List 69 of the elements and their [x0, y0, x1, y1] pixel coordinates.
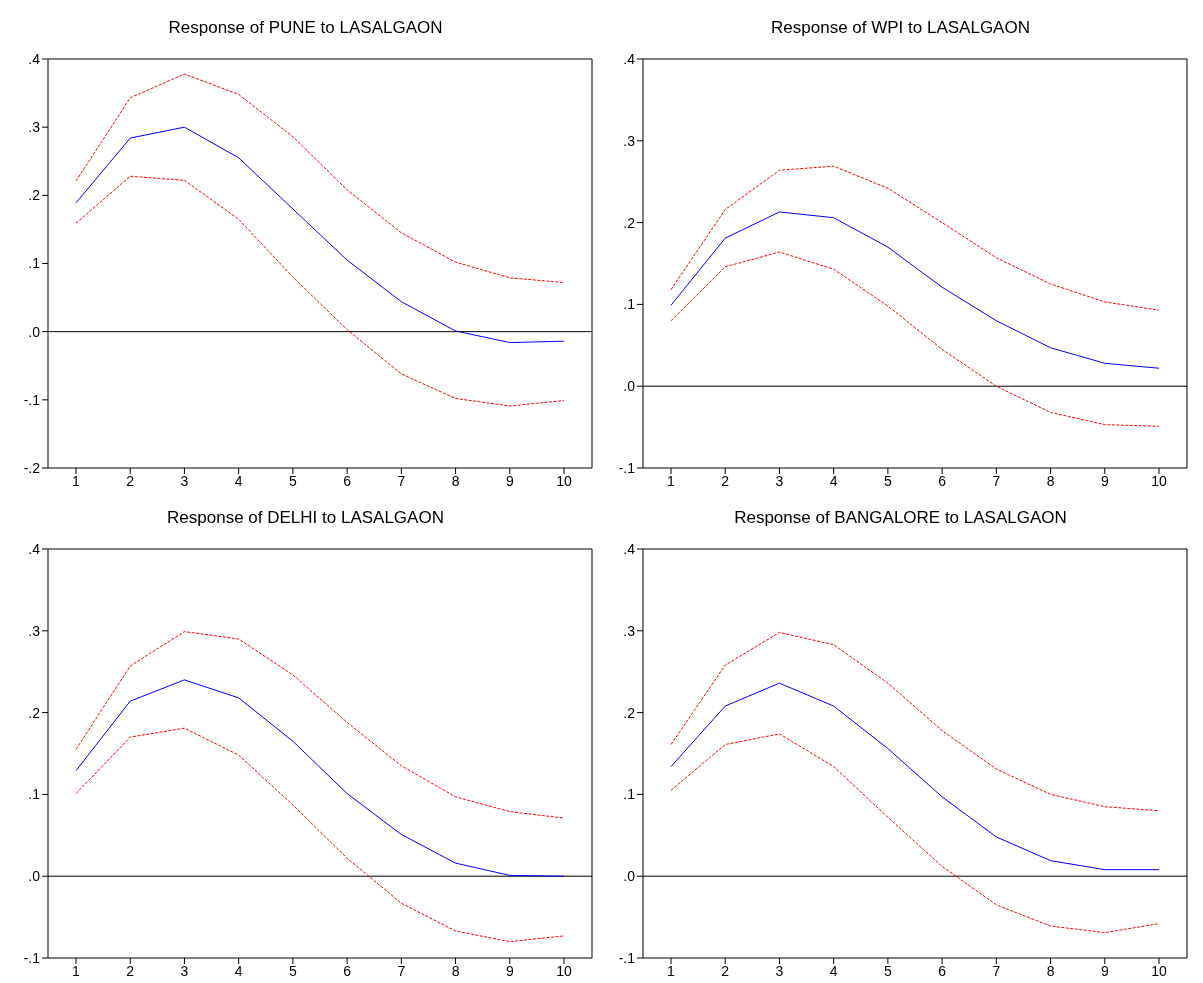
- chart-title: Response of PUNE to LASALGAON: [167, 17, 444, 39]
- x-tick-label: 10: [1151, 962, 1167, 979]
- x-tick-label: 4: [829, 962, 838, 979]
- x-tick-label: 2: [721, 962, 730, 979]
- y-tick-label: .3: [28, 622, 41, 639]
- x-tick-label: 1: [72, 472, 81, 489]
- x-tick-label: 1: [72, 962, 81, 979]
- chart-title: Response of DELHI to LASALGAON: [166, 507, 445, 529]
- x-tick-label: 2: [126, 472, 135, 489]
- y-tick-label: .3: [623, 132, 636, 149]
- x-tick-label: 8: [1046, 962, 1055, 979]
- x-tick-label: 6: [343, 472, 352, 489]
- x-tick-label: 5: [288, 472, 297, 489]
- x-tick-label: 9: [505, 962, 514, 979]
- y-tick-label: .0: [623, 868, 636, 885]
- y-tick-label: .4: [28, 50, 41, 67]
- x-tick-label: 10: [556, 962, 572, 979]
- y-tick-label: .0: [623, 378, 636, 395]
- y-tick-label: .3: [623, 622, 636, 639]
- chart-title: Response of BANGALORE to LASALGAON: [733, 507, 1068, 529]
- x-tick-label: 4: [234, 962, 243, 979]
- x-tick-label: 4: [829, 472, 838, 489]
- x-tick-label: 6: [343, 962, 352, 979]
- y-tick-label: .2: [28, 187, 41, 204]
- x-tick-label: 10: [556, 472, 572, 489]
- y-tick-label: .4: [623, 540, 636, 557]
- chart-title: Response of WPI to LASALGAON: [770, 17, 1031, 39]
- y-tick-label: .2: [623, 704, 636, 721]
- x-tick-label: 8: [451, 962, 460, 979]
- x-tick-label: 9: [505, 472, 514, 489]
- x-tick-label: 3: [775, 472, 784, 489]
- x-tick-label: 3: [775, 962, 784, 979]
- x-tick-label: 8: [451, 472, 460, 489]
- y-tick-label: -.1: [23, 391, 41, 408]
- x-tick-label: 8: [1046, 472, 1055, 489]
- x-tick-label: 9: [1100, 472, 1109, 489]
- y-tick-label: .1: [28, 786, 41, 803]
- x-tick-label: 5: [883, 472, 892, 489]
- x-tick-label: 7: [397, 472, 406, 489]
- y-tick-label: .0: [28, 868, 41, 885]
- x-tick-label: 3: [180, 962, 189, 979]
- x-tick-label: 6: [938, 962, 947, 979]
- y-tick-label: -.1: [618, 949, 636, 966]
- y-tick-label: -.1: [618, 459, 636, 476]
- x-tick-label: 1: [667, 472, 676, 489]
- y-tick-label: .0: [28, 323, 41, 340]
- x-tick-label: 3: [180, 472, 189, 489]
- x-tick-label: 7: [992, 962, 1001, 979]
- y-tick-label: .2: [623, 214, 636, 231]
- x-tick-label: 5: [288, 962, 297, 979]
- x-tick-label: 5: [883, 962, 892, 979]
- x-tick-label: 7: [992, 472, 1001, 489]
- y-tick-label: .4: [623, 50, 636, 67]
- x-tick-label: 10: [1151, 472, 1167, 489]
- y-tick-label: .3: [28, 119, 41, 136]
- x-tick-label: 1: [667, 962, 676, 979]
- y-tick-label: .2: [28, 704, 41, 721]
- x-tick-label: 2: [721, 472, 730, 489]
- x-tick-label: 9: [1100, 962, 1109, 979]
- x-tick-label: 6: [938, 472, 947, 489]
- x-tick-label: 4: [234, 472, 243, 489]
- y-tick-label: .4: [28, 540, 41, 557]
- x-tick-label: 2: [126, 962, 135, 979]
- x-tick-label: 7: [397, 962, 406, 979]
- y-tick-label: -.1: [23, 949, 41, 966]
- y-tick-label: .1: [28, 255, 41, 272]
- y-tick-label: .1: [623, 786, 636, 803]
- y-tick-label: -.2: [23, 459, 41, 476]
- y-tick-label: .1: [623, 296, 636, 313]
